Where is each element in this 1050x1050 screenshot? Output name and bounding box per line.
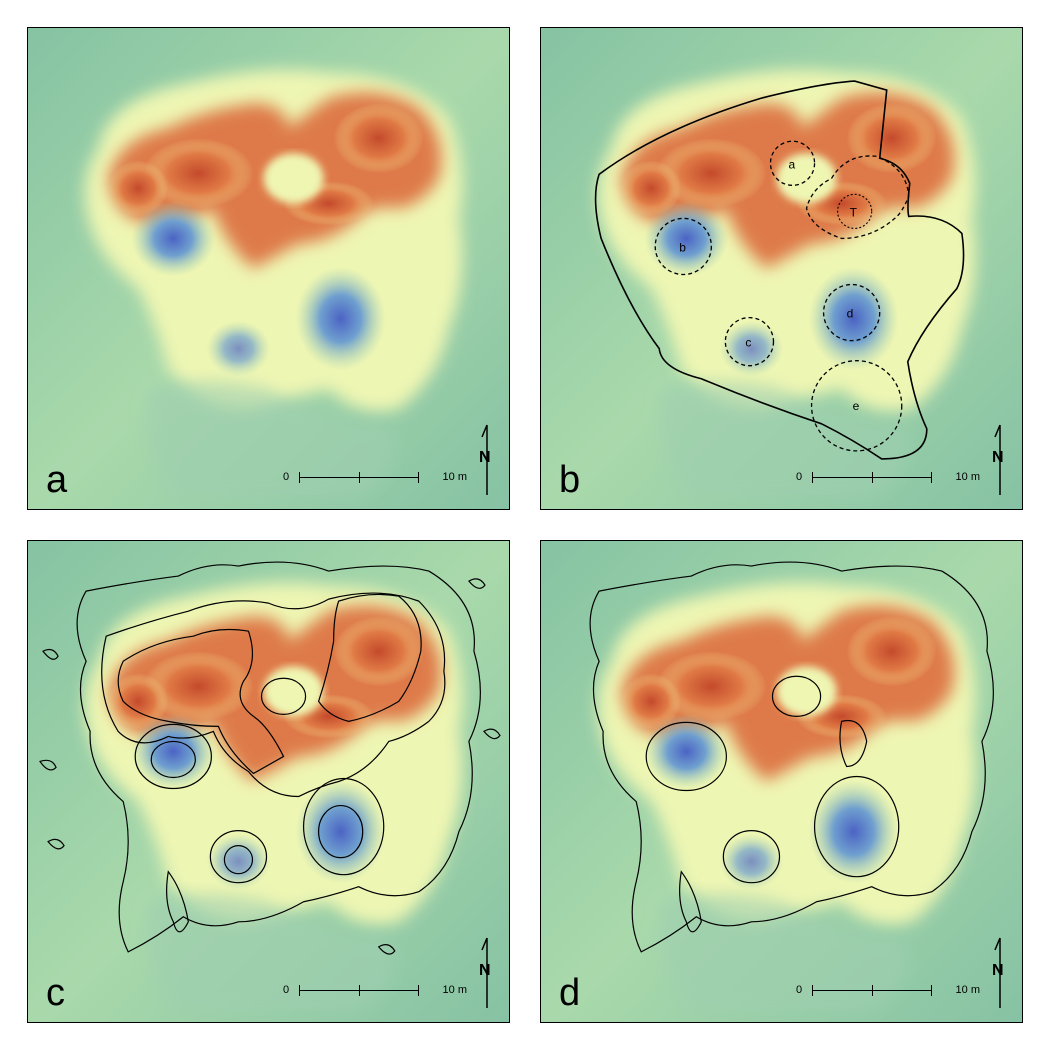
scale-tick [299, 985, 301, 996]
feature-b-label: b [679, 240, 686, 254]
map-panel-a: N 0 10 m a [27, 27, 510, 510]
site-boundary [594, 80, 965, 460]
north-arrow: N [475, 934, 499, 1010]
north-arrow-icon [994, 424, 1001, 495]
terrain-map: a T b d c e [541, 28, 1022, 509]
north-arrow-icon [994, 937, 1001, 1008]
scale-start-label: 0 [283, 984, 290, 996]
north-arrow-icon [481, 424, 488, 495]
scale-end-label: 10 m [955, 984, 980, 996]
feature-t-label: T [850, 205, 858, 219]
panel-letter: a [46, 459, 68, 501]
scale-tick [872, 472, 874, 483]
map-panel-c: N 0 10 m c [27, 540, 510, 1023]
scale-tick [931, 985, 933, 996]
scale-tick [931, 472, 933, 483]
scale-start-label: 0 [796, 984, 803, 996]
scale-tick [812, 472, 814, 483]
feature-c-label: c [745, 336, 751, 350]
feature-a-circle [769, 140, 816, 186]
scale-start-label: 0 [796, 471, 803, 483]
scale-tick [359, 472, 361, 483]
north-label: N [479, 449, 491, 466]
north-arrow: N [475, 421, 499, 497]
panel-letter: b [559, 459, 581, 501]
feature-d-label: d [847, 307, 854, 321]
feature-t-area [805, 155, 910, 240]
scale-bar: 0 10 m [796, 982, 980, 1004]
terrain-map [541, 541, 1022, 1022]
scale-bar: 0 10 m [796, 469, 980, 491]
feature-t-circle [837, 193, 873, 229]
scale-end-label: 10 m [955, 471, 980, 483]
scale-bar: 0 10 m [283, 469, 467, 491]
scale-tick [359, 985, 361, 996]
scale-tick [299, 472, 301, 483]
scale-tick [418, 985, 420, 996]
feature-e-circle [810, 360, 903, 452]
north-arrow-icon [481, 937, 488, 1008]
map-panel-b: a T b d c e N 0 10 m b [540, 27, 1023, 510]
panel-letter: c [46, 972, 65, 1014]
north-arrow: N [988, 421, 1012, 497]
north-label: N [992, 962, 1004, 979]
north-label: N [479, 962, 491, 979]
scale-end-label: 10 m [442, 471, 467, 483]
north-label: N [992, 449, 1004, 466]
scale-tick [812, 985, 814, 996]
contour-lines [39, 561, 501, 955]
scale-bar: 0 10 m [283, 982, 467, 1004]
contour-lines [589, 561, 994, 953]
north-arrow: N [988, 934, 1012, 1010]
panel-letter: d [559, 972, 581, 1014]
scale-start-label: 0 [283, 471, 290, 483]
terrain-map [28, 28, 509, 509]
scale-tick [872, 985, 874, 996]
scale-end-label: 10 m [442, 984, 467, 996]
feature-e-label: e [853, 399, 860, 413]
feature-d-circle [822, 283, 881, 342]
map-panel-d: N 0 10 m d [540, 540, 1023, 1023]
terrain-map [28, 541, 509, 1022]
feature-c-circle [724, 316, 775, 367]
scale-tick [418, 472, 420, 483]
feature-a-label: a [789, 157, 796, 171]
feature-b-circle [654, 217, 713, 276]
